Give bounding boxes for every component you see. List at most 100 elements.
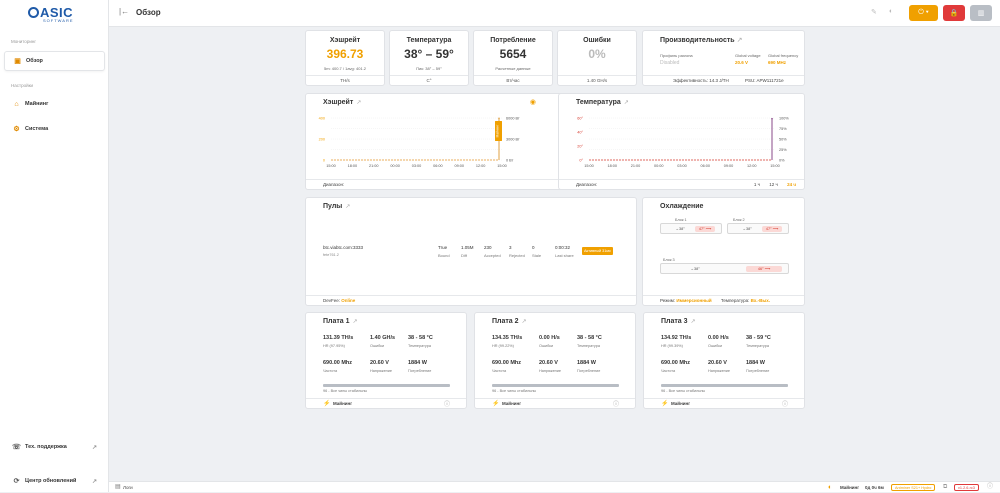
pool-rejected-label: Rejected <box>509 253 525 258</box>
settings-circle-icon[interactable]: ◉ <box>529 99 536 106</box>
update-icon: ⟳ <box>13 477 20 485</box>
stat-hashrate: Хэшрейт 396.73 5m: 400.7 / 1avg: 401.2 T… <box>305 30 385 86</box>
y2-tick-label: 100% <box>779 117 789 121</box>
y-tick-label: 60° <box>577 117 583 121</box>
chip-status-text: 96 - Все чипы стабильны <box>492 389 537 393</box>
stat-title: Хэшрейт <box>329 37 361 44</box>
edit-icon[interactable]: ✎ <box>871 9 877 16</box>
board-footer: ⚡ Майнинг ⓘ <box>306 398 466 408</box>
stat-unit: Вт/час <box>474 75 552 85</box>
outlet-temp: 47° ⟶ <box>762 226 782 232</box>
cooling-block-label: Блок 1 <box>675 218 687 222</box>
y2-tick-label: 50% <box>779 138 787 142</box>
board-title[interactable]: Плата 1 ↗ <box>323 318 358 325</box>
pools-title[interactable]: Пулы ↗ <box>323 203 351 210</box>
logs-link[interactable]: Логи <box>123 485 133 490</box>
external-link-icon: ↗ <box>345 204 351 210</box>
pool-last-share: 0:00:32 <box>555 245 571 250</box>
bolt-icon: ⚡ <box>661 401 669 407</box>
x-tick-label: 06:00 <box>433 164 443 168</box>
board-power: 1884 W <box>408 360 427 366</box>
x-tick-label: 09:00 <box>454 164 464 168</box>
range-label: Диапазон: <box>576 182 598 187</box>
sidebar-item-overview[interactable]: ▣ Обзор <box>4 51 105 71</box>
frequency-value: 690 MHz <box>768 60 787 65</box>
board-voltage-label: Напряжение <box>370 369 393 373</box>
info-icon[interactable]: ⓘ <box>987 484 994 490</box>
sidebar-item-support[interactable]: ☏ Тех. поддержка ↗ <box>4 437 105 457</box>
toggle-icon[interactable]: ◐ <box>889 8 894 15</box>
x-tick-label: 18:00 <box>348 164 358 168</box>
x-tick-label: 21:00 <box>369 164 379 168</box>
y-tick-label: 400 <box>319 117 325 121</box>
x-tick-label: 03:00 <box>412 164 422 168</box>
stat-performance[interactable]: Производительность ↗ Профиль разгона Dis… <box>642 30 805 86</box>
stat-value: 396.73 <box>326 47 364 61</box>
board-title[interactable]: Плата 2 ↗ <box>492 318 527 325</box>
info-icon[interactable]: ⓘ <box>781 402 788 408</box>
sidebar-section-monitoring: Мониторинг <box>11 39 36 44</box>
performance-footer: Эффективность: 14.3 J/TH PSU: APW111721e <box>643 75 804 85</box>
board-footer: ⚡ Майнинг ⓘ <box>475 398 635 408</box>
pool-diff-label: Diff <box>461 253 467 258</box>
collapse-sidebar-icon[interactable]: |← <box>119 7 130 16</box>
pool-stale: 0 <box>532 245 535 250</box>
board-state: Майнинг <box>333 401 353 406</box>
board-state: Майнинг <box>671 401 691 406</box>
range-24h[interactable]: 24 ч <box>787 182 796 187</box>
chart-title[interactable]: Хэшрейт ↗ <box>323 99 362 106</box>
sidebar-item-label: Тех. поддержка <box>25 444 67 450</box>
external-link-icon: ↗ <box>91 478 97 485</box>
version-badge[interactable]: v1.2.6-rc3 <box>954 484 979 491</box>
stat-sub: 5m: 400.7 / 1avg: 401.2 <box>323 66 367 71</box>
cooling-footer: Режим: Иммерсионный Температура: Вх.-Вых… <box>643 295 804 305</box>
board-hashrate: 134.35 TH/s <box>492 335 523 341</box>
board-frequency: 690.00 Mhz <box>492 360 522 366</box>
pool-active-badge: Активный 31мс <box>582 247 613 255</box>
range-bar: Диапазон: 1 ч 12 ч 24 ч <box>559 179 804 189</box>
pool-accepted: 230 <box>484 245 492 250</box>
profile-value: Disabled <box>660 60 680 66</box>
sidebar-item-updates[interactable]: ⟳ Центр обновлений ↗ <box>4 471 105 491</box>
pools-card: Пулы ↗ btc.viabtc.com:3333 fete761.2 True… <box>305 197 637 306</box>
sidebar-item-label: Обзор <box>26 58 43 64</box>
info-icon[interactable]: ⓘ <box>612 402 619 408</box>
mining-badge <box>495 121 502 141</box>
efficiency: Эффективность: 14.3 J/TH <box>673 78 729 83</box>
external-link-icon: ↗ <box>356 100 362 106</box>
board-temp-label: Температура <box>408 344 431 348</box>
y-tick-label: 200 <box>319 138 325 142</box>
sidebar-item-mining[interactable]: ⌂ Майнинг <box>4 94 105 114</box>
info-icon[interactable]: ⓘ <box>443 402 450 408</box>
panel-button[interactable]: ▥ <box>970 5 992 21</box>
lock-icon: 🔒 <box>949 10 959 17</box>
x-tick-label: 15:00 <box>497 164 507 168</box>
cooling-block-label: Блок 3 <box>663 258 675 262</box>
psu: PSU: APW111721e <box>745 78 784 83</box>
y2-tick-label: 0 Вт <box>506 159 514 163</box>
profile-label: Профиль разгона <box>660 53 693 58</box>
stat-sub: Расчетные данные <box>495 66 531 71</box>
pool-url: btc.viabtc.com:3333 <box>323 245 364 250</box>
range-12h[interactable]: 12 ч <box>769 182 778 187</box>
chart-title[interactable]: Температура ↗ <box>576 99 629 106</box>
sidebar-item-system[interactable]: ⚙ Система <box>4 119 105 139</box>
logo[interactable]: ASIC SOFTWARE <box>28 5 84 25</box>
logo-gear-icon <box>28 7 39 18</box>
board-title[interactable]: Плата 3 ↗ <box>661 318 696 325</box>
inlet-temp: →38° <box>675 227 685 231</box>
y2-tick-label: 75% <box>779 127 787 131</box>
bolt-icon: ⚡ <box>492 401 500 407</box>
devfee-value: Online <box>341 298 356 303</box>
lock-button[interactable]: 🔒 <box>943 5 965 21</box>
board-voltage-label: Напряжение <box>708 369 731 373</box>
range-1h[interactable]: 1 ч <box>753 182 760 187</box>
sidebar-item-label: Майнинг <box>25 101 49 107</box>
y2-tick-label: 3000 Вт <box>506 138 520 142</box>
pool-accepted-label: Accepted <box>484 253 501 258</box>
copy-icon[interactable]: ⧉ <box>943 484 948 490</box>
y2-tick-label: 6000 Вт <box>506 117 520 121</box>
external-link-icon: ↗ <box>690 319 696 325</box>
power-menu-button[interactable]: ⏻ ▾ <box>909 5 938 21</box>
board-frequency-label: Частота <box>661 369 676 373</box>
